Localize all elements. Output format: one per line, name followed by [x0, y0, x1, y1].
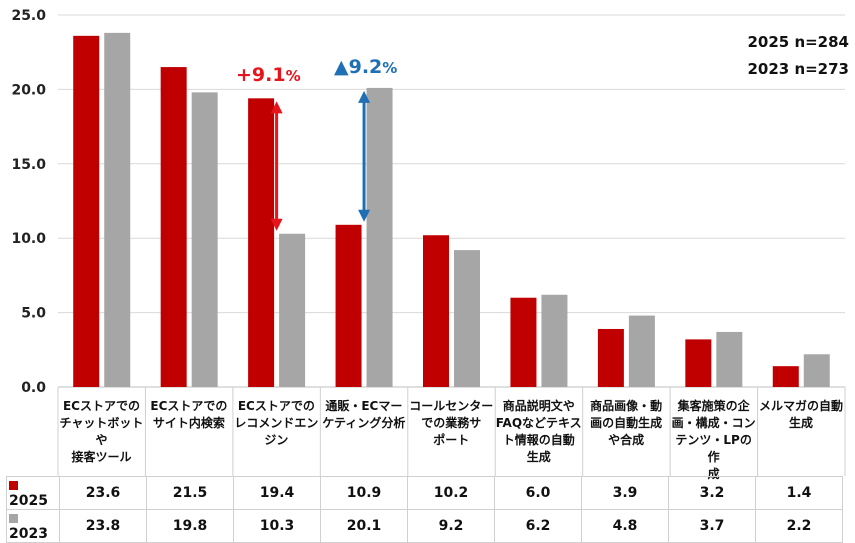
value-cell: 10.3 — [233, 509, 321, 543]
bar-2023 — [541, 294, 568, 387]
bar-2025 — [423, 235, 449, 387]
legend-swatch-2023 — [9, 513, 18, 523]
bar-2023 — [104, 32, 131, 388]
category-label: 商品画像・動 画の自動生成 や合成 — [590, 399, 663, 447]
data-row-2025: 2025 23.6 21.5 19.4 10.9 10.2 6.0 3.9 3.… — [6, 476, 843, 510]
increase-callout-value: +9.1 — [236, 64, 286, 86]
bar-2025 — [335, 224, 362, 387]
value-cell: 6.0 — [494, 476, 582, 510]
value-cell: 3.9 — [581, 476, 669, 510]
value-cell: 3.7 — [668, 509, 756, 543]
difference-arrow — [270, 101, 283, 231]
category-label: ECストアでの サイト内検索 — [150, 399, 228, 430]
value-cell: 6.2 — [494, 509, 582, 543]
data-table: 2025 23.6 21.5 19.4 10.9 10.2 6.0 3.9 3.… — [6, 476, 843, 543]
category-label: 商品説明文や FAQなどテキス ト情報の自動 生成 — [495, 399, 582, 464]
y-tick-label: 5.0 — [21, 306, 46, 322]
legend-swatch-2025 — [9, 480, 18, 490]
y-tick-label: 25.0 — [11, 8, 46, 24]
bar-2023 — [279, 233, 306, 387]
series-name-2023: 2023 — [9, 526, 48, 542]
difference-arrow — [358, 90, 371, 222]
value-cell: 19.8 — [146, 509, 234, 543]
series-header-2025: 2025 — [6, 476, 60, 510]
y-tick-label: 15.0 — [11, 157, 46, 173]
value-cell: 23.6 — [59, 476, 147, 510]
bars — [73, 32, 830, 388]
value-cell: 9.2 — [407, 509, 495, 543]
category-label: コールセンター での業務サ ポート — [409, 399, 494, 447]
data-row-2023: 2023 23.8 19.8 10.3 20.1 9.2 6.2 4.8 3.7… — [6, 509, 843, 543]
bar-2023 — [716, 331, 743, 387]
bar-2025 — [160, 67, 187, 387]
category-label: ECストアでの レコメンドエン ジン — [234, 399, 319, 447]
value-cell: 2.2 — [755, 509, 843, 543]
bar-2023 — [366, 87, 393, 388]
category-label: 集客施策の企 画・構成・コン テンツ・LPの作成 — [671, 399, 756, 481]
value-cell: 23.8 — [59, 509, 147, 543]
series-name-2025: 2025 — [9, 493, 48, 509]
value-cell: 20.1 — [320, 509, 408, 543]
decrease-callout-unit: % — [382, 59, 398, 77]
value-cell: 10.2 — [407, 476, 495, 510]
bar-2025 — [772, 366, 799, 387]
bar-2025 — [685, 339, 712, 387]
category-label: ECストアでの チャットボットや 接客ツール — [59, 399, 144, 464]
bar-2025 — [510, 297, 537, 387]
sample-size-2025: 2025 n=284 — [747, 33, 849, 51]
increase-callout-unit: % — [285, 67, 301, 85]
bar-2025 — [73, 35, 100, 387]
y-tick-label: 0.0 — [21, 380, 46, 396]
bar-2023 — [454, 250, 480, 387]
bar-2025 — [248, 98, 275, 387]
bar-2023 — [803, 354, 830, 387]
series-header-2023: 2023 — [6, 509, 60, 543]
category-label: 通販・ECマー ケティング分析 — [322, 399, 406, 430]
value-cell: 3.2 — [668, 476, 756, 510]
value-cell: 21.5 — [146, 476, 234, 510]
category-label: メルマガの自動 生成 — [759, 399, 844, 430]
gridlines — [57, 14, 846, 476]
decrease-callout-value: ▲9.2 — [334, 56, 383, 78]
value-cell: 4.8 — [581, 509, 669, 543]
difference-arrows — [270, 90, 371, 231]
y-tick-label: 20.0 — [11, 82, 46, 98]
y-tick-label: 10.0 — [11, 231, 46, 247]
sample-size-2023: 2023 n=273 — [747, 60, 849, 78]
y-axis: 0.0 5.0 10.0 15.0 20.0 25.0 — [11, 8, 46, 396]
bar-2023 — [628, 315, 655, 387]
decrease-callout: ▲9.2% — [334, 56, 397, 78]
value-cell: 19.4 — [233, 476, 321, 510]
bar-2023 — [191, 92, 218, 387]
increase-callout: +9.1% — [236, 64, 301, 86]
bar-2025 — [597, 328, 624, 387]
bar-chart: 0.0 5.0 10.0 15.0 20.0 25.0 — [11, 8, 846, 476]
value-cell: 1.4 — [755, 476, 843, 510]
value-cell: 10.9 — [320, 476, 408, 510]
